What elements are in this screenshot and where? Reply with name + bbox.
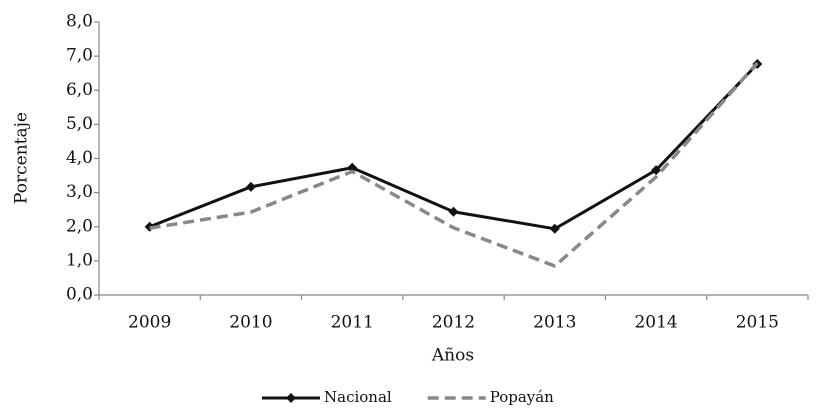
series-line <box>149 62 759 231</box>
x-axis-label: Años <box>431 346 474 366</box>
y-tick-label: 3,0 <box>66 182 93 202</box>
y-tick-label: 7,0 <box>66 46 93 66</box>
y-tick-label: 5,0 <box>66 114 93 134</box>
point <box>245 181 256 192</box>
x-tick-label: 2011 <box>331 313 374 333</box>
y-axis-label: Porcentaje <box>12 112 32 204</box>
point <box>347 162 358 173</box>
x-tick-label: 2013 <box>533 313 576 333</box>
y-tick-label: 2,0 <box>66 216 93 236</box>
legend-label: Nacional <box>324 388 392 406</box>
y-tick-label: 1,0 <box>66 250 93 270</box>
y-tick-label: 8,0 <box>66 12 93 32</box>
y-tick-label: 6,0 <box>66 80 93 100</box>
y-tick-label: 4,0 <box>66 148 93 168</box>
x-tick-label: 2015 <box>736 313 779 333</box>
x-tick-label: 2010 <box>229 313 272 333</box>
legend-marker <box>286 393 296 403</box>
point <box>549 223 560 234</box>
point <box>448 206 459 217</box>
series-line <box>149 61 759 268</box>
x-tick-label: 2012 <box>432 313 475 333</box>
x-tick-label: 2009 <box>128 313 171 333</box>
y-tick-label: 0,0 <box>66 285 93 305</box>
legend-label: Popayán <box>490 388 554 406</box>
point <box>651 165 662 176</box>
x-tick-label: 2014 <box>634 313 677 333</box>
